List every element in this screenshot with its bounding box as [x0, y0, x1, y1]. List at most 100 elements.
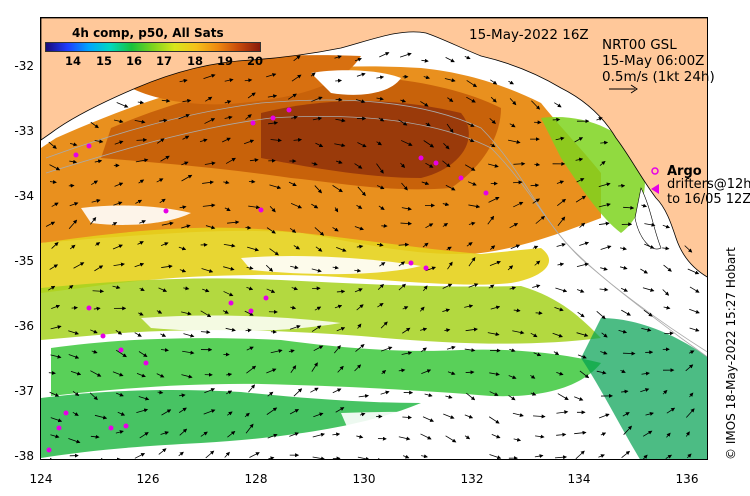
current-vector — [182, 135, 190, 140]
current-vector — [576, 289, 585, 293]
argo-float-marker — [143, 360, 149, 366]
current-vector — [468, 138, 475, 143]
current-vector — [378, 117, 385, 122]
current-vector — [202, 288, 210, 293]
current-vector — [419, 306, 425, 312]
current-vector — [288, 349, 295, 354]
current-vector — [312, 432, 325, 438]
current-vector — [315, 246, 323, 252]
current-vector — [400, 140, 413, 146]
current-vector — [468, 221, 476, 226]
current-vector — [179, 205, 187, 210]
colorbar-tick: 18 — [186, 54, 203, 68]
current-vector — [685, 364, 694, 372]
current-vector — [266, 227, 276, 234]
current-vector — [464, 164, 476, 171]
current-vector — [446, 123, 454, 134]
current-vector — [423, 140, 435, 148]
current-vector — [381, 370, 387, 375]
current-vector — [70, 370, 82, 376]
colorbar-tick: 17 — [155, 54, 172, 68]
current-vector — [314, 227, 325, 236]
current-vector — [179, 428, 188, 436]
current-vector — [158, 448, 167, 455]
current-vector — [226, 372, 233, 377]
current-vector — [288, 181, 297, 187]
current-vector — [620, 369, 626, 373]
current-vector — [178, 407, 187, 413]
current-vector — [425, 223, 434, 229]
map-frame[interactable] — [40, 17, 708, 460]
current-vector — [466, 392, 476, 401]
current-vector — [204, 161, 216, 166]
current-vector — [332, 432, 341, 437]
current-vector — [183, 286, 190, 291]
current-vector — [420, 347, 427, 353]
current-vector — [442, 222, 449, 227]
current-vector — [354, 226, 364, 231]
current-vector — [93, 306, 101, 311]
current-vector — [227, 220, 240, 225]
current-vector — [400, 162, 406, 168]
current-vector — [464, 55, 471, 60]
current-vector — [600, 245, 612, 250]
current-vector — [51, 202, 59, 207]
current-vector — [466, 242, 473, 247]
current-vector — [574, 137, 584, 143]
current-vector — [356, 244, 364, 249]
current-vector — [687, 453, 692, 459]
current-vector — [356, 304, 364, 311]
current-vector — [179, 78, 188, 83]
argo-legend-label: Argo — [667, 164, 702, 179]
current-vector — [113, 262, 125, 267]
current-vector — [225, 390, 233, 395]
current-vector — [51, 242, 59, 249]
current-vector — [68, 354, 80, 359]
current-vector — [464, 304, 474, 309]
lat-tick-label: -36 — [14, 319, 34, 333]
current-vector — [621, 450, 631, 458]
current-vector — [535, 215, 546, 224]
current-vector — [354, 268, 362, 273]
current-vector — [223, 266, 235, 271]
current-vector — [464, 414, 474, 419]
argo-float-marker — [263, 295, 269, 301]
current-vector — [134, 119, 146, 124]
current-vector — [556, 410, 569, 415]
current-vector — [137, 241, 144, 245]
current-vector — [90, 216, 97, 225]
current-vector — [311, 161, 318, 166]
current-vector — [289, 432, 300, 437]
imos-credit: © IMOS 18-May-2022 15:27 Hobart — [724, 247, 738, 460]
current-vector — [356, 204, 363, 209]
current-vector — [557, 216, 566, 227]
current-vector — [447, 371, 456, 376]
current-vector — [576, 178, 585, 183]
current-vector — [269, 248, 279, 256]
current-vector — [313, 412, 324, 418]
current-vector — [488, 163, 499, 168]
current-vector — [468, 204, 481, 209]
current-vector — [577, 354, 587, 359]
current-vector — [421, 369, 432, 375]
current-vector — [401, 351, 413, 356]
current-vector — [136, 137, 148, 142]
current-vector — [69, 159, 78, 164]
current-vector — [287, 93, 297, 100]
current-vector — [48, 370, 56, 375]
current-vector — [183, 333, 195, 338]
current-vector — [203, 73, 216, 80]
current-vector — [513, 180, 523, 185]
current-vector — [445, 458, 451, 459]
current-vector — [488, 416, 500, 424]
current-vector — [490, 79, 498, 85]
current-vector — [398, 242, 410, 247]
current-vector — [509, 348, 516, 352]
argo-float-marker — [248, 308, 254, 314]
current-vector — [445, 394, 453, 399]
current-vector — [357, 456, 370, 459]
current-vector — [266, 288, 276, 293]
current-vector — [487, 215, 495, 225]
current-vector — [557, 262, 565, 267]
argo-float-marker — [63, 410, 69, 416]
